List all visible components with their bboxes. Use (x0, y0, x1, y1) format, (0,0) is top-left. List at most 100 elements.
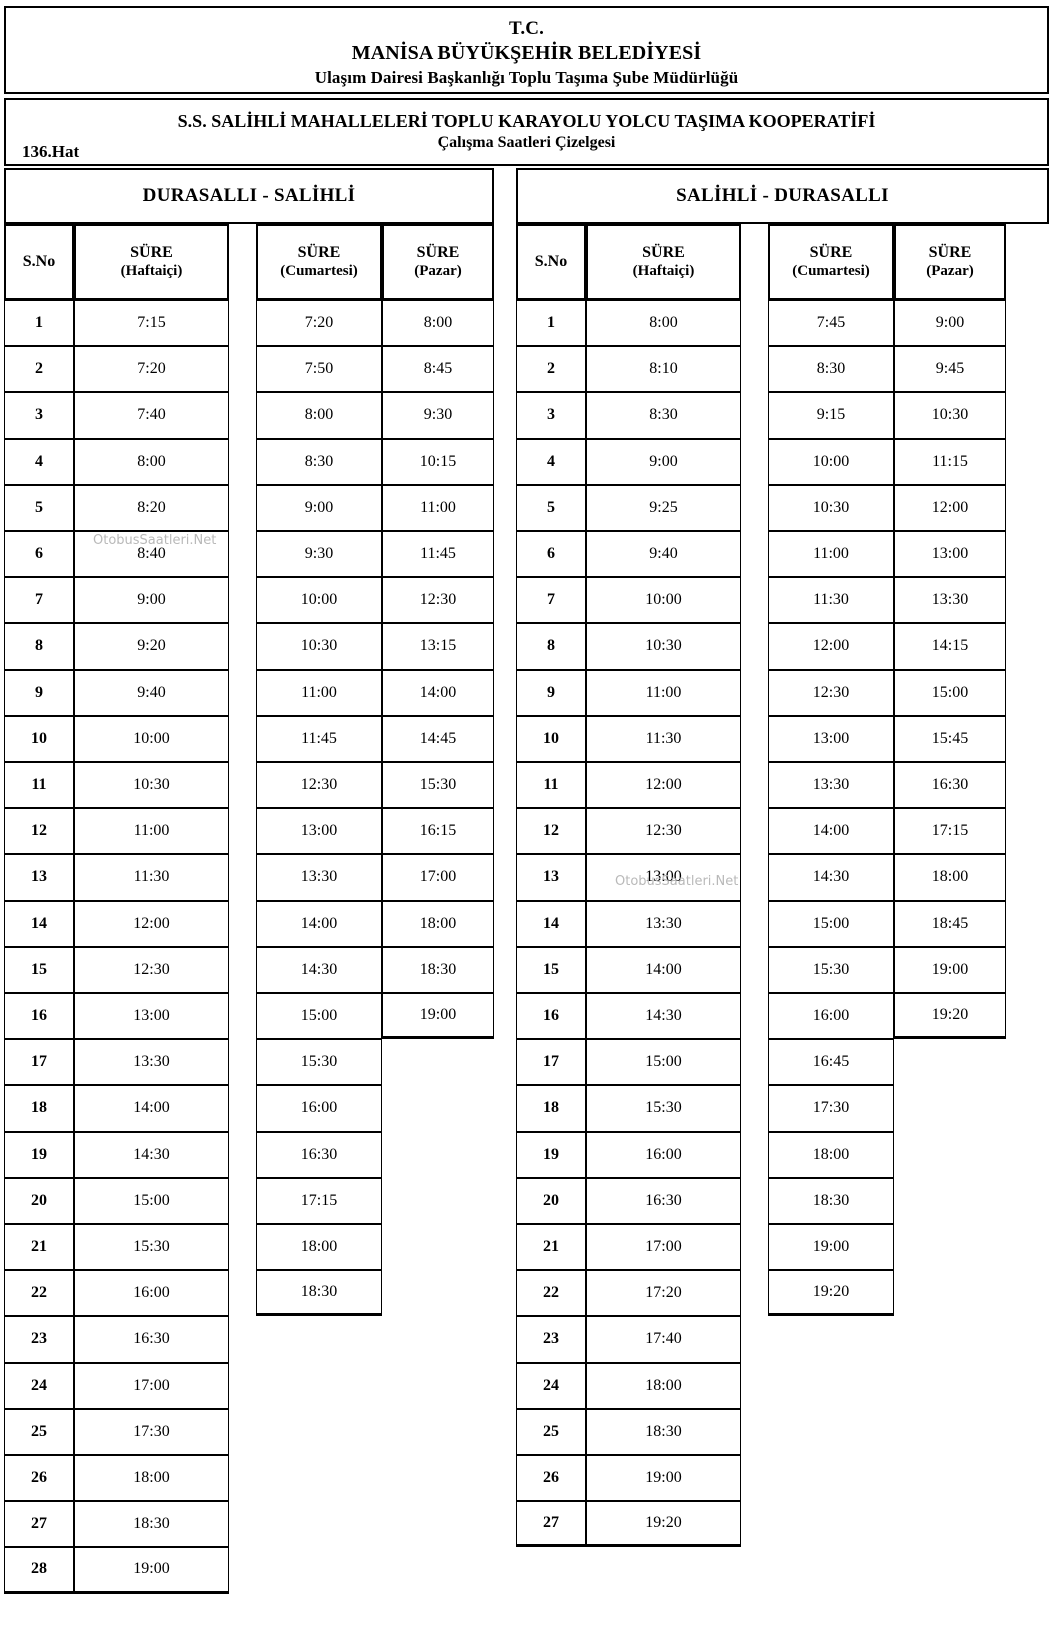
departure-time-cell: 10:15 (382, 438, 494, 485)
departure-time-cell: 16:30 (256, 1131, 382, 1178)
row-number-cell: 9 (4, 669, 74, 716)
row-number-cell: 1 (4, 300, 74, 347)
departure-time-cell: 15:30 (768, 946, 894, 993)
column-header-haftaici: SÜRE (Haftaiçi) (74, 224, 229, 300)
departure-time-cell: 12:30 (768, 669, 894, 716)
column-header-daytype: (Cumartesi) (792, 262, 870, 279)
departure-time-cell: 14:00 (768, 808, 894, 855)
departure-time-cell: 18:30 (382, 946, 494, 993)
route-number-label: 136.Hat (22, 142, 80, 161)
departure-time-cell: 19:00 (586, 1455, 741, 1502)
departure-time-cell: 8:00 (586, 300, 741, 347)
row-number-cell: 2 (4, 346, 74, 393)
row-number-cell: 22 (4, 1270, 74, 1317)
direction-title-salihli-durasalli: SALİHLİ - DURASALLI (516, 168, 1049, 224)
departure-time-cell: 19:20 (586, 1501, 741, 1548)
departure-time-cell: 19:00 (382, 993, 494, 1040)
departure-time-cell: 11:45 (256, 715, 382, 762)
departure-time-cell: 12:30 (74, 946, 229, 993)
departure-time-cell: 7:15 (74, 300, 229, 347)
departure-time-cell: 17:30 (768, 1085, 894, 1132)
departure-time-cell: 14:00 (74, 1085, 229, 1132)
column-header-daytype: (Pazar) (926, 262, 974, 279)
row-number-cell: 8 (516, 623, 586, 670)
row-number-cell: 23 (516, 1316, 586, 1363)
schedule-subtitle: Çalışma Saatleri Çizelgesi (437, 133, 616, 151)
row-number-cell: 26 (516, 1455, 586, 1502)
departure-time-cell: 9:20 (74, 623, 229, 670)
column-header-daytype: (Haftaiçi) (632, 262, 695, 279)
departure-time-cell: 15:30 (382, 762, 494, 809)
row-number-cell: 14 (4, 900, 74, 947)
departure-time-cell: 17:00 (382, 854, 494, 901)
departure-time-cell: 19:00 (768, 1224, 894, 1271)
departure-time-cell: 15:00 (74, 1177, 229, 1224)
departure-time-cell: 16:00 (256, 1085, 382, 1132)
departure-time-cell: 13:30 (74, 1039, 229, 1086)
departure-time-cell: 12:00 (894, 484, 1006, 531)
departure-time-cell: 12:30 (586, 808, 741, 855)
departure-time-cell: 15:00 (586, 1039, 741, 1086)
departure-time-cell: 11:45 (382, 531, 494, 578)
departure-time-cell: 14:30 (768, 854, 894, 901)
column-header-sure: SÜRE (642, 244, 685, 262)
row-number-cell: 15 (516, 946, 586, 993)
departure-time-cell: 12:30 (256, 762, 382, 809)
row-number-cell: 21 (516, 1224, 586, 1271)
departure-time-cell: 14:45 (382, 715, 494, 762)
row-number-cell: 7 (4, 577, 74, 624)
row-number-cell: 3 (516, 392, 586, 439)
row-number-cell: 8 (4, 623, 74, 670)
row-number-cell: 18 (4, 1085, 74, 1132)
departure-time-cell: 13:30 (768, 762, 894, 809)
departure-time-cell: 13:00 (768, 715, 894, 762)
departure-time-cell: 10:00 (74, 715, 229, 762)
departure-time-cell: 19:20 (768, 1270, 894, 1317)
row-number-cell: 21 (4, 1224, 74, 1271)
row-number-cell: 20 (516, 1177, 586, 1224)
departure-time-cell: 9:00 (74, 577, 229, 624)
row-number-cell: 10 (4, 715, 74, 762)
cooperative-name: S.S. SALİHLİ MAHALLELERİ TOPLU KARAYOLU … (177, 111, 876, 131)
departure-time-cell: 13:30 (894, 577, 1006, 624)
row-number-cell: 28 (4, 1547, 74, 1594)
departure-time-cell: 10:00 (586, 577, 741, 624)
departure-time-cell: 18:30 (256, 1270, 382, 1317)
row-number-cell: 14 (516, 900, 586, 947)
row-number-cell: 24 (516, 1362, 586, 1409)
departure-time-cell: 15:00 (894, 669, 1006, 716)
departure-time-cell: 8:45 (382, 346, 494, 393)
row-number-cell: 27 (4, 1501, 74, 1548)
departure-time-cell: 17:40 (586, 1316, 741, 1363)
departure-time-cell: 9:45 (894, 346, 1006, 393)
departure-time-cell: 11:00 (382, 484, 494, 531)
departure-time-cell: 12:00 (586, 762, 741, 809)
departure-time-cell: 11:30 (586, 715, 741, 762)
departure-time-cell: 15:30 (74, 1224, 229, 1271)
departure-time-cell: 14:00 (382, 669, 494, 716)
departure-time-cell: 11:00 (768, 531, 894, 578)
row-number-cell: 6 (516, 531, 586, 578)
row-number-cell: 17 (4, 1039, 74, 1086)
departure-time-cell: 7:20 (74, 346, 229, 393)
departure-time-cell: 11:00 (74, 808, 229, 855)
column-header-pazar: SÜRE (Pazar) (382, 224, 494, 300)
departure-time-cell: 14:30 (586, 993, 741, 1040)
row-number-cell: 24 (4, 1362, 74, 1409)
departure-time-cell: 10:30 (894, 392, 1006, 439)
column-header-sno: S.No (4, 224, 74, 300)
column-header-pazar: SÜRE (Pazar) (894, 224, 1006, 300)
departure-time-cell: 13:30 (586, 900, 741, 947)
departure-time-cell: 11:00 (256, 669, 382, 716)
departure-time-cell: 16:30 (586, 1177, 741, 1224)
departure-time-cell: 17:00 (74, 1362, 229, 1409)
row-number-cell: 27 (516, 1501, 586, 1548)
departure-time-cell: 9:00 (256, 484, 382, 531)
departure-time-cell: 11:15 (894, 438, 1006, 485)
row-number-cell: 23 (4, 1316, 74, 1363)
departure-time-cell: 19:00 (894, 946, 1006, 993)
departure-time-cell: 7:40 (74, 392, 229, 439)
departure-time-cell: 8:00 (382, 300, 494, 347)
departure-time-cell: 16:15 (382, 808, 494, 855)
